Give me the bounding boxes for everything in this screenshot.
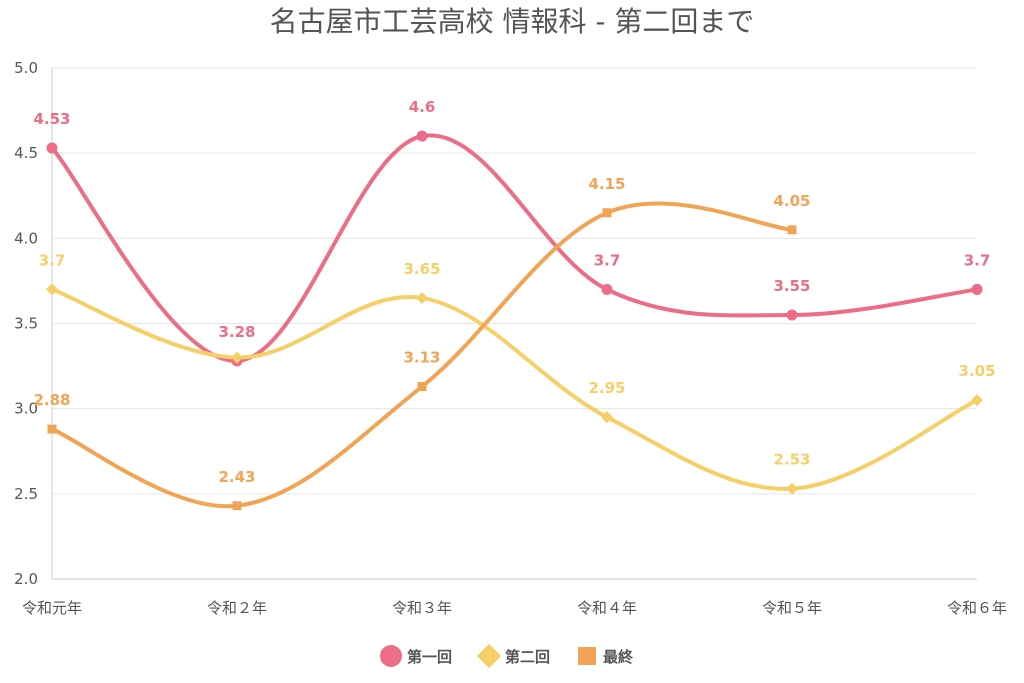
- axes: 2.0 2.5 3.0 3.5 4.0 4.5 5.0 令和元年 令和２年 令和３年 令和４年 令和５…: [14, 59, 1007, 617]
- data-label: 2.43: [218, 468, 255, 486]
- data-point-1: [416, 130, 428, 142]
- data-point-3: [47, 424, 57, 434]
- data-point-2: [971, 394, 983, 407]
- data-label: 2.53: [773, 451, 810, 469]
- series-line-2: [50, 287, 979, 491]
- data-point-1: [786, 309, 798, 321]
- data-label: 3.65: [403, 260, 440, 278]
- legend-label: 最終: [603, 648, 634, 666]
- x-tick-label: 令和３年: [392, 599, 452, 617]
- data-label: 4.53: [33, 110, 70, 128]
- series-markers: [46, 130, 983, 511]
- x-tick-label: 令和６年: [947, 599, 1007, 617]
- data-label: 3.7: [964, 251, 991, 269]
- data-point-3: [417, 382, 427, 392]
- x-tick-label: 令和４年: [577, 599, 637, 617]
- x-tick-label: 令和５年: [762, 599, 822, 617]
- data-point-3: [232, 501, 242, 511]
- data-label: 3.13: [403, 349, 440, 367]
- x-tick-label: 令和元年: [22, 599, 82, 617]
- data-label: 4.6: [409, 98, 436, 116]
- data-label: 2.95: [588, 379, 625, 397]
- legend-item: 第一回: [380, 645, 452, 667]
- y-tick-label: 4.0: [14, 229, 38, 247]
- legend: 第一回 第二回 最終: [380, 644, 634, 668]
- legend-label: 第一回: [407, 648, 452, 666]
- legend-label: 第二回: [505, 648, 550, 666]
- y-tick-label: 5.0: [14, 59, 38, 77]
- data-point-1: [601, 283, 613, 295]
- data-point-3: [787, 225, 797, 235]
- x-tick-label: 令和２年: [207, 599, 267, 617]
- data-point-2: [46, 283, 58, 296]
- data-label: 2.88: [33, 391, 70, 409]
- data-point-2: [416, 291, 428, 304]
- legend-marker: [380, 645, 402, 667]
- data-point-1: [46, 142, 58, 154]
- y-tick-label: 3.5: [14, 315, 38, 333]
- data-label: 4.05: [773, 192, 810, 210]
- data-point-2: [786, 482, 798, 495]
- legend-item: 最終: [578, 647, 634, 666]
- y-tick-label: 2.5: [14, 485, 38, 503]
- data-point-3: [602, 208, 612, 218]
- legend-marker: [477, 644, 501, 668]
- y-tick-label: 3.0: [14, 400, 38, 418]
- data-point-1: [971, 283, 983, 295]
- data-point-2: [231, 351, 243, 364]
- chart-title: 名古屋市工芸高校 情報科 - 第二回まで: [270, 5, 755, 38]
- series-line-1: [50, 133, 979, 363]
- y-tick-label: 2.0: [14, 570, 38, 588]
- data-labels: 4.53 3.28 4.6 3.7 3.55 3.7 3.7 3.65 2.95 2.53 3.05…: [33, 98, 995, 486]
- data-label: 3.28: [218, 323, 255, 341]
- legend-marker: [578, 647, 596, 665]
- data-label: 4.15: [588, 175, 625, 193]
- data-label: 3.55: [773, 277, 810, 295]
- data-label: 3.05: [958, 362, 995, 380]
- gridlines: [52, 67, 977, 580]
- data-label: 3.7: [39, 251, 66, 269]
- series-lines: [50, 133, 979, 509]
- data-label: 3.7: [594, 251, 621, 269]
- data-point-2: [601, 411, 613, 424]
- y-tick-label: 4.5: [14, 144, 38, 162]
- legend-item: 第二回: [477, 644, 550, 668]
